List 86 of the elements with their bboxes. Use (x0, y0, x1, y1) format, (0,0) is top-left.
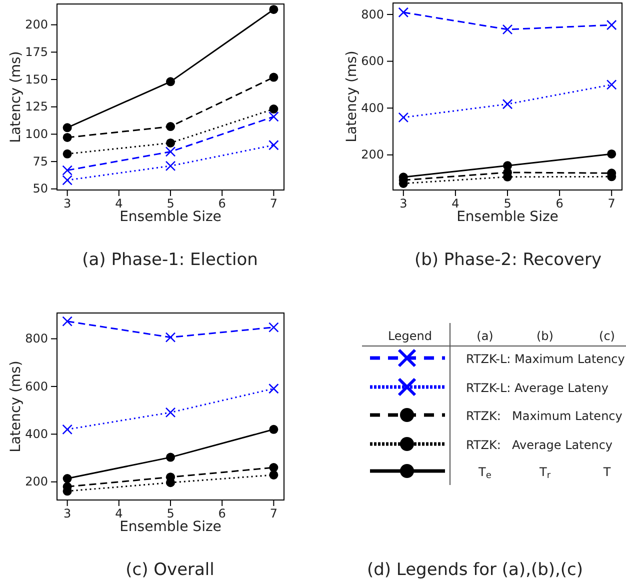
y-axis-title: Latency (ms) (8, 360, 24, 452)
point (269, 470, 278, 480)
point (269, 463, 278, 472)
point (269, 72, 278, 82)
y-tick-label: 125 (25, 100, 48, 114)
point (62, 123, 72, 132)
point (269, 424, 278, 434)
point (165, 146, 176, 157)
text: (c) (599, 329, 615, 343)
point (165, 332, 176, 342)
x-tick-label: 6 (556, 196, 564, 211)
text: RTZK: (466, 409, 501, 423)
point (268, 112, 279, 122)
text: T$_{r}$ (538, 465, 551, 482)
y-axis-title: Latency (ms) (8, 51, 24, 143)
x-tick-label: 4 (115, 196, 123, 211)
text: RTZK-L: Average Lateny (466, 381, 608, 395)
text: (d) Legends for (a),(b),(c) (366, 560, 584, 580)
x-axis-title: Ensemble Size (120, 519, 222, 535)
text: RTZK-L: Maximum Latency (466, 352, 625, 366)
x-tick-label: 7 (270, 506, 278, 521)
x-tick-label: 5 (166, 506, 174, 521)
y-tick-label: 800 (25, 332, 48, 346)
point (268, 140, 279, 150)
point (398, 7, 409, 18)
x-tick-label: 3 (64, 506, 72, 521)
x-tick-label: 5 (504, 196, 512, 211)
y-tick-label: 800 (361, 7, 384, 22)
point (62, 165, 72, 176)
y-tick-label: 50 (32, 182, 48, 196)
x-tick-label: 6 (218, 506, 226, 521)
text: (a) Phase-1: Election (82, 250, 258, 270)
point (607, 149, 616, 158)
point (502, 24, 513, 35)
x-tick-label: 4 (452, 196, 460, 211)
text: (a) (476, 329, 494, 343)
y-tick-label: 150 (25, 72, 48, 86)
point (166, 122, 175, 132)
text: (c) Overall (126, 560, 214, 580)
point (62, 316, 72, 326)
point (62, 474, 72, 484)
x-tick-label: 5 (166, 196, 174, 211)
text: RTZK: (466, 438, 501, 452)
y-tick-label: 200 (361, 148, 384, 162)
point (502, 98, 513, 110)
x-tick-label: 6 (218, 196, 226, 211)
point (166, 452, 175, 462)
y-tick-label: 400 (25, 427, 48, 442)
point (606, 20, 617, 30)
x-axis-title: Ensemble Size (120, 209, 222, 225)
text: T$_{e}$ (478, 465, 492, 482)
point (606, 80, 617, 90)
point (268, 383, 279, 394)
y-tick-label: 75 (32, 154, 48, 168)
point (62, 175, 72, 186)
point (166, 138, 175, 148)
y-tick-label: 600 (361, 54, 384, 68)
point (165, 407, 176, 418)
point (62, 424, 72, 435)
y-tick-label: 400 (361, 100, 384, 115)
point (166, 77, 175, 86)
text: Average Latency (512, 438, 613, 452)
y-tick-label: 200 (25, 18, 48, 32)
text: (b) Phase-2: Recovery (414, 250, 602, 270)
x-tick-label: 3 (400, 196, 408, 211)
text: Legend (388, 329, 432, 343)
text: (b) (536, 329, 554, 343)
text: T (602, 465, 612, 479)
x-tick-label: 3 (64, 196, 72, 211)
y-tick-label: 200 (25, 474, 48, 489)
point (165, 160, 176, 172)
y-tick-label: 175 (25, 44, 48, 59)
point (62, 132, 72, 142)
y-tick-label: 600 (25, 379, 48, 394)
y-tick-label: 100 (25, 127, 48, 142)
x-tick-label: 7 (270, 196, 278, 211)
y-axis-title: Latency (ms) (344, 50, 360, 142)
point (269, 104, 278, 114)
point (268, 322, 279, 332)
point (269, 4, 278, 14)
point (398, 112, 409, 123)
x-tick-label: 7 (608, 196, 616, 211)
x-tick-label: 4 (115, 506, 123, 521)
text: Maximum Latency (512, 409, 622, 423)
x-axis-title: Ensemble Size (456, 209, 558, 225)
point (62, 149, 72, 158)
